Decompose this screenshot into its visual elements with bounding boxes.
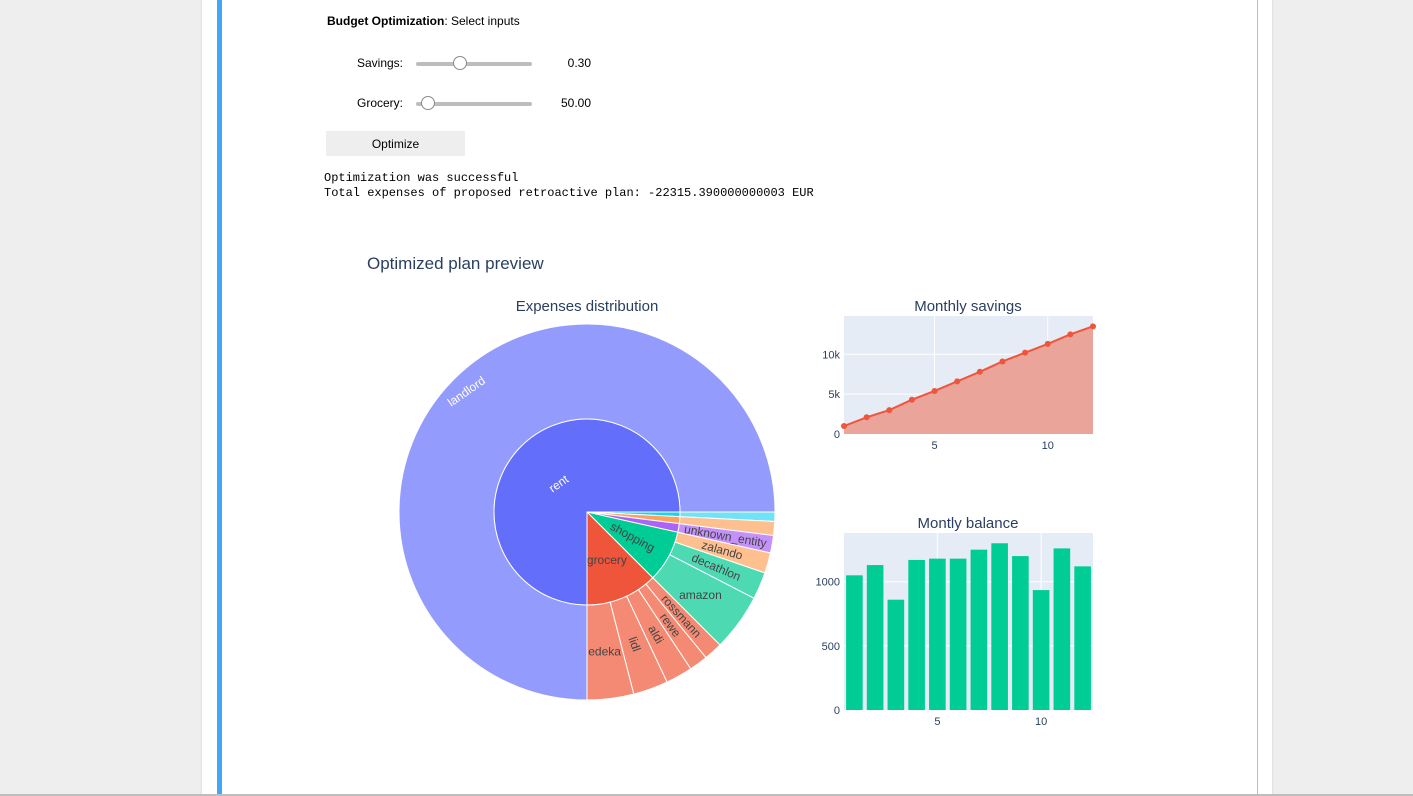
savings-point[interactable] (999, 358, 1006, 365)
savings-point[interactable] (1090, 323, 1096, 330)
savings-point[interactable] (863, 414, 870, 421)
figure-title: Optimized plan preview (367, 254, 544, 273)
plot-area (844, 533, 1093, 710)
cell-border (1257, 0, 1258, 796)
output-line-2: Total expenses of proposed retroactive p… (324, 186, 814, 200)
sunburst-inner-slice[interactable] (586, 510, 654, 606)
balance-bar[interactable] (929, 558, 946, 710)
sunburst-inner-slice[interactable] (493, 418, 681, 606)
balance-bar[interactable] (1012, 556, 1029, 710)
sunburst-outer-label: lidl (626, 635, 644, 654)
balance-bar[interactable] (846, 575, 863, 710)
savings-point[interactable] (1044, 340, 1051, 347)
savings-point[interactable] (954, 378, 961, 385)
y-tick-label: 0 (834, 429, 840, 441)
sunburst-inner-label: grocery (587, 553, 627, 567)
savings-area-fill (844, 326, 1093, 434)
savings-slider-handle[interactable] (453, 56, 468, 70)
x-tick-label: 5 (934, 716, 940, 728)
savings-point[interactable] (1022, 349, 1029, 356)
savings-point[interactable] (886, 407, 893, 414)
sunburst-title: Expenses distribution (516, 298, 659, 315)
plot-figure: Optimized plan preview Expenses distribu… (367, 254, 1096, 728)
savings-point[interactable] (841, 423, 847, 430)
savings-point[interactable] (976, 368, 983, 375)
savings-line (843, 325, 1094, 427)
x-tick-label: 10 (1035, 716, 1047, 728)
y-tick-label: 10k (822, 349, 840, 361)
savings-point[interactable] (1067, 331, 1074, 338)
x-tick-label: 10 (1042, 440, 1054, 452)
y-tick-label: 5k (828, 389, 840, 401)
balance-bar[interactable] (908, 559, 925, 710)
widget-header-bold: Budget Optimization (327, 14, 445, 28)
grocery-value: 50.00 (560, 96, 591, 110)
balance-bar[interactable] (887, 599, 905, 710)
widget-header: Budget Optimization: Select inputs (327, 14, 520, 28)
balance-bar[interactable] (1032, 590, 1050, 710)
y-tick-label: 500 (822, 641, 840, 653)
balance-bar[interactable] (970, 549, 988, 710)
sunburst-chart: unknown_entityzalandodecathlonamazonross… (398, 323, 776, 701)
grocery-label: Grocery: (356, 96, 403, 110)
output-line-1: Optimization was successful (324, 171, 519, 185)
sunburst-outer-label: amazon (679, 588, 722, 602)
optimize-button[interactable]: Optimize (326, 131, 465, 156)
grocery-slider-handle[interactable] (420, 96, 435, 110)
balance-bar[interactable] (949, 558, 967, 710)
widget-header-rest: : Select inputs (444, 14, 520, 28)
savings-chart: 0 5k 10k 5 10 (822, 316, 1096, 452)
window-bottom-border (0, 794, 1413, 796)
savings-slider[interactable] (416, 56, 532, 70)
savings-point[interactable] (908, 396, 915, 403)
balance-chart-title: Montly balance (918, 515, 1019, 532)
notebook-page: Budget Optimization: Select inputs Savin… (202, 0, 1272, 796)
balance-bar[interactable] (991, 543, 1008, 710)
balance-bar[interactable] (1074, 566, 1091, 710)
sunburst-outer-label: edeka (588, 644, 621, 658)
savings-chart-title: Monthly savings (914, 298, 1022, 315)
x-tick-label: 5 (931, 440, 937, 452)
y-tick-label: 1000 (816, 577, 840, 589)
savings-point[interactable] (931, 387, 938, 394)
grocery-slider-row: Grocery: 50.00 (327, 93, 627, 113)
y-tick-label: 0 (834, 705, 840, 717)
balance-chart: 0 500 1000 5 10 (816, 533, 1093, 728)
balance-bar[interactable] (866, 565, 884, 710)
balance-bar[interactable] (1053, 548, 1071, 710)
grocery-slider[interactable] (416, 96, 532, 110)
output-area: Optimization was successful Total expense… (324, 171, 814, 201)
cell-selection-bar (217, 0, 222, 796)
savings-slider-row: Savings: 0.30 (327, 53, 627, 73)
savings-value: 0.30 (567, 56, 591, 70)
savings-label: Savings: (356, 56, 403, 70)
